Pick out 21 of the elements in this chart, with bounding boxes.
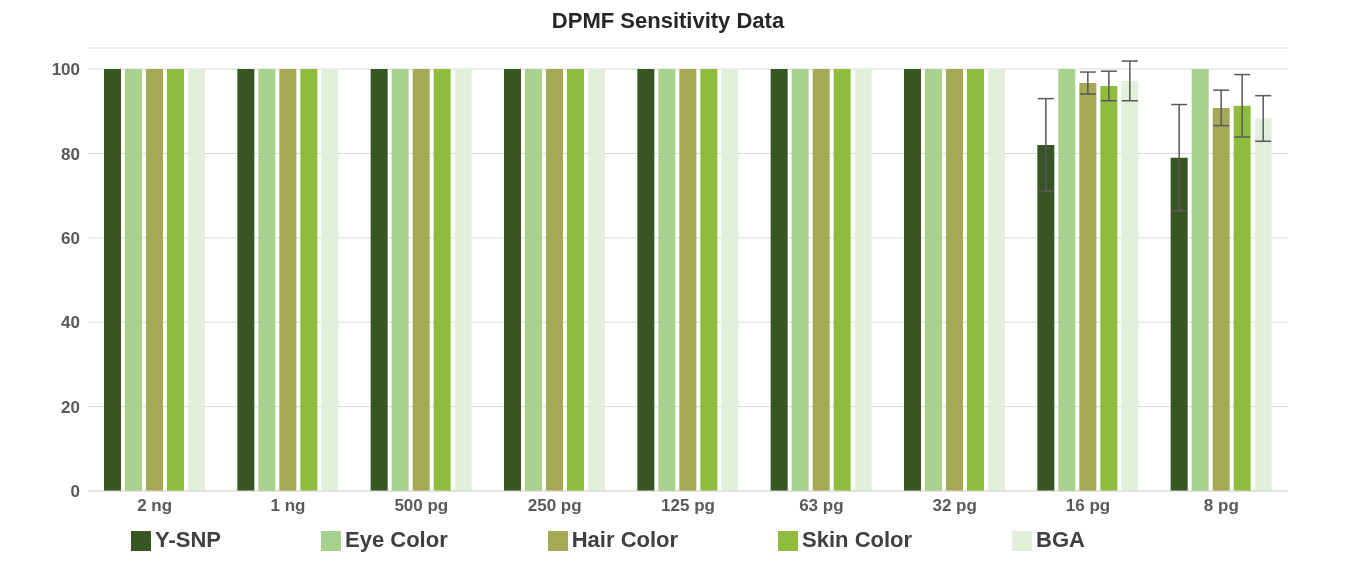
- y-tick-label: 40: [61, 313, 80, 333]
- legend-label: Skin Color: [802, 527, 913, 552]
- legend-label: Eye Color: [345, 527, 448, 552]
- y-tick-label: 20: [61, 397, 80, 417]
- x-tick-label: 8 pg: [1203, 496, 1239, 516]
- x-tick-label: 2 ng: [137, 496, 173, 516]
- y-tick-label: 0: [70, 482, 80, 502]
- y-tick-label: 80: [61, 144, 80, 164]
- x-tick-label: 16 pg: [1065, 496, 1111, 516]
- x-tick-label: 500 pg: [394, 496, 449, 516]
- legend-label: Y-SNP: [155, 527, 222, 552]
- x-tick-label: 125 pg: [661, 496, 715, 516]
- legend-label: Hair Color: [571, 527, 679, 552]
- y-tick-label: 60: [61, 228, 80, 248]
- x-tick-label: 63 pg: [799, 496, 844, 516]
- x-tick-label: 1 ng: [270, 496, 306, 516]
- x-tick-label: 250 pg: [527, 496, 582, 516]
- y-tick-label: 100: [51, 60, 80, 80]
- chart-title: DPMF Sensitivity Data: [550, 8, 786, 35]
- x-tick-label: 32 pg: [932, 496, 977, 516]
- legend-label: BGA: [1036, 527, 1085, 552]
